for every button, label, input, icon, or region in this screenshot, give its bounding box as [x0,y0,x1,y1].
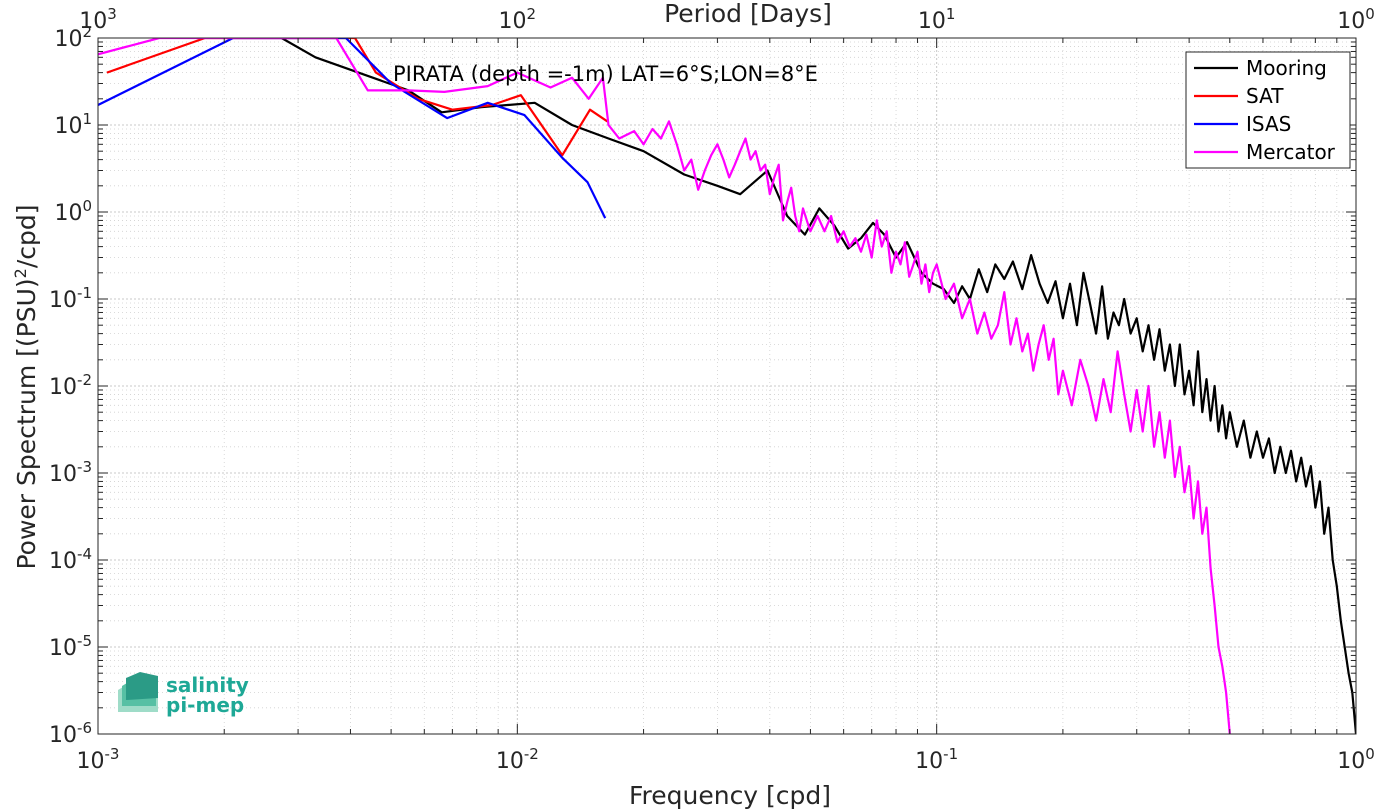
top-tick-label: 103 [79,5,117,34]
series-line-isas [98,38,607,219]
x-tick-label: 10-3 [77,745,120,774]
tick-marks [97,37,1357,735]
legend: Mooring SAT ISAS Mercator [1185,51,1351,169]
logo-text-line2: pi-mep [166,693,244,717]
legend-box [1185,51,1351,169]
legend-label-sat: SAT [1246,84,1284,108]
y-tick-label: 10-2 [49,371,92,400]
svg-text:Power Spectrum [(PSU)2/cpd]: Power Spectrum [(PSU)2/cpd] [11,205,42,570]
top-tick-label: 101 [918,5,956,34]
chart-title: PIRATA (depth =-1m) LAT=6°S;LON=8°E [393,62,818,86]
y-tick-label: 100 [54,197,92,226]
series-line-sat [106,38,609,157]
salinity-pimep-logo: salinity pi-mep [118,672,249,717]
y-tick-label: 10-6 [49,719,92,748]
legend-label-mercator: Mercator [1246,140,1336,164]
x-tick-label: 10-1 [915,745,958,774]
series-layer [98,38,1356,734]
top-tick-label: 100 [1337,5,1375,34]
x-tick-label: 100 [1337,745,1375,774]
y-tick-label: 10-5 [49,632,92,661]
y-tick-label: 102 [54,23,92,52]
logo-mark-icon [118,672,158,712]
logo-text-line1: salinity [166,673,249,697]
y-tick-label: 10-4 [49,545,92,574]
y-axis-label: Power Spectrum [(PSU)2/cpd] [11,205,42,570]
legend-label-mooring: Mooring [1246,56,1327,80]
y-axis-label-tail: /cpd] [12,205,41,269]
y-axis-label-main: Power Spectrum [(PSU) [12,278,41,569]
top-axis-label: Period [Days] [664,0,832,28]
y-tick-label: 10-1 [49,284,92,313]
y-axis-label-sup: 2 [11,268,30,278]
x-tick-label: 10-2 [496,745,539,774]
legend-label-isas: ISAS [1246,112,1291,136]
series-line-mercator [98,38,1231,734]
y-tick-label: 101 [54,110,92,139]
x-axis-label: Frequency [cpd] [629,781,831,809]
legend-items: Mooring SAT ISAS Mercator [1194,56,1336,164]
y-tick-label: 10-3 [49,458,92,487]
top-tick-label: 102 [499,5,537,34]
